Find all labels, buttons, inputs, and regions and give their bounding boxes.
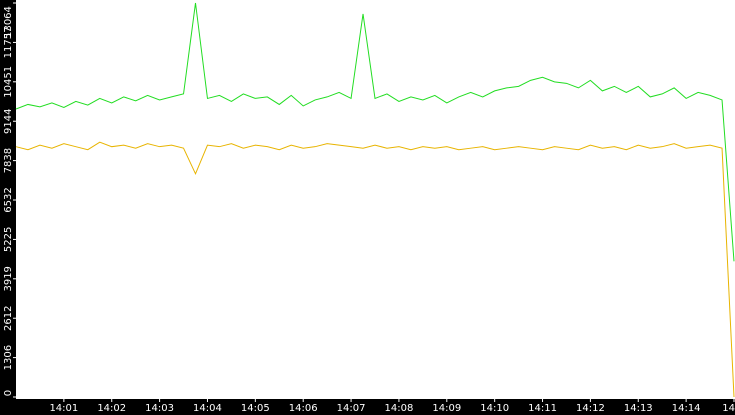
- x-tick-label: 14:11: [528, 403, 557, 414]
- x-tick-label: 14:03: [145, 403, 174, 414]
- x-tick-label: 14:14: [672, 403, 701, 414]
- y-tick-label: 10451: [3, 66, 14, 98]
- y-tick-label: 13064: [3, 6, 14, 38]
- x-tick-label: 14:09: [432, 403, 461, 414]
- y-tick-label: 5225: [3, 227, 14, 252]
- x-tick-label: 14:02: [97, 403, 126, 414]
- x-tick-label: 14:01: [49, 403, 78, 414]
- y-tick-label: 11757: [3, 27, 14, 59]
- series-line: [15, 141, 735, 398]
- y-tick-label: 3919: [3, 266, 14, 291]
- y-tick-label: 9144: [3, 108, 14, 133]
- x-tick-label: 14:06: [289, 403, 318, 414]
- x-tick-label: 14:13: [624, 403, 653, 414]
- x-tick-label: 14:05: [241, 403, 270, 414]
- x-tick-label: 14:08: [385, 403, 414, 414]
- plot-area: [16, 0, 735, 399]
- x-tick-label: 14:07: [337, 403, 366, 414]
- y-tick-label: 0: [3, 390, 14, 396]
- y-tick-label: 6532: [3, 187, 14, 212]
- x-tick-label: 14:12: [576, 403, 605, 414]
- x-tick-label: 14:10: [480, 403, 509, 414]
- x-tick-label: 14: [722, 403, 735, 414]
- y-tick-label: 2612: [3, 305, 14, 330]
- series-line: [15, 2, 735, 262]
- y-tick-label: 7838: [3, 148, 14, 173]
- x-tick-label: 14:04: [193, 403, 222, 414]
- y-tick-label: 1306: [3, 345, 14, 370]
